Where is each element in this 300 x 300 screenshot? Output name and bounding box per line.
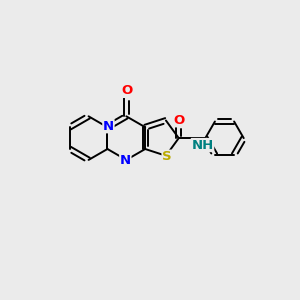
Text: N: N: [120, 154, 131, 167]
Text: N: N: [103, 120, 114, 133]
Text: O: O: [122, 84, 133, 98]
Text: S: S: [162, 150, 172, 163]
Text: NH: NH: [191, 139, 214, 152]
Text: O: O: [173, 114, 184, 127]
